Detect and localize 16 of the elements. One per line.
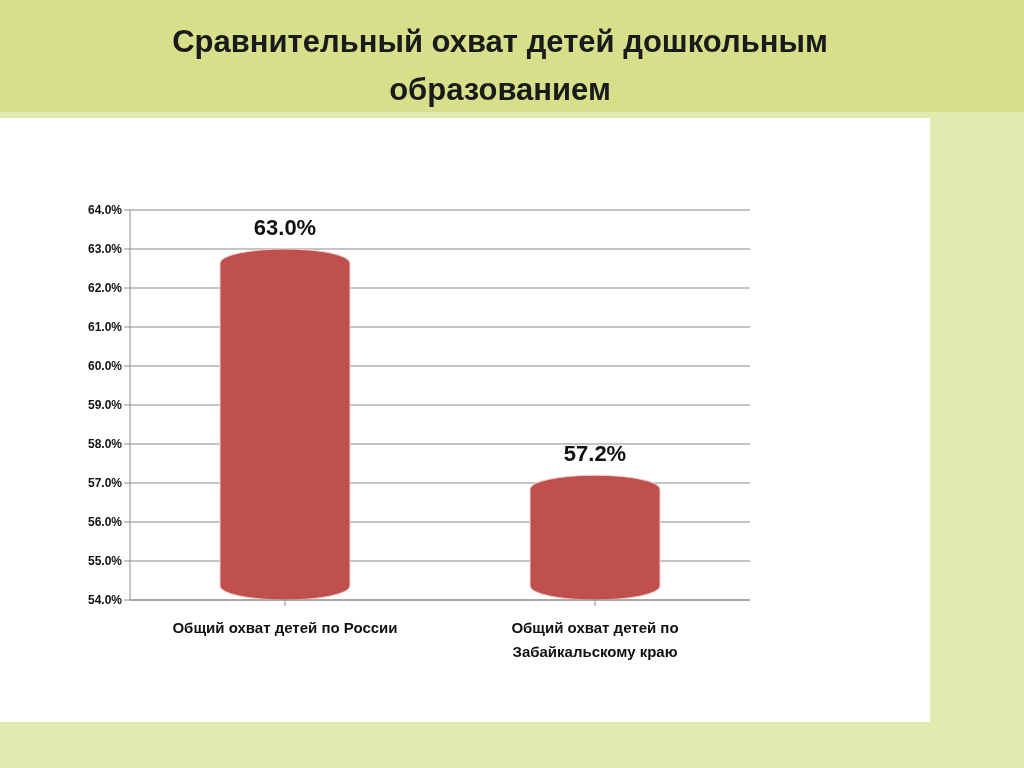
y-tick-label: 55.0% (87, 554, 123, 569)
data-label: 57.2% (563, 441, 627, 467)
y-tick-label: 60.0% (87, 359, 123, 374)
x-tick-label: Общий охват детей по России (172, 618, 398, 636)
y-tick-label: 64.0% (87, 203, 123, 218)
y-tick-label: 57.0% (87, 476, 123, 491)
y-tick-label: 58.0% (87, 437, 123, 452)
data-label: 63.0% (253, 215, 317, 240)
y-tick-label: 62.0% (87, 281, 123, 296)
y-tick-label: 56.0% (87, 515, 123, 530)
y-tick-label: 59.0% (87, 398, 123, 413)
chart-title: Сравнительный охват детей дошкольным образованием (171, 23, 829, 109)
y-tick-label: 54.0% (87, 593, 123, 608)
x-tick-label: Общий охват детей по Забайкальскому краю (511, 618, 679, 660)
y-tick-label: 61.0% (87, 320, 123, 335)
y-tick-label: 63.0% (87, 242, 123, 257)
